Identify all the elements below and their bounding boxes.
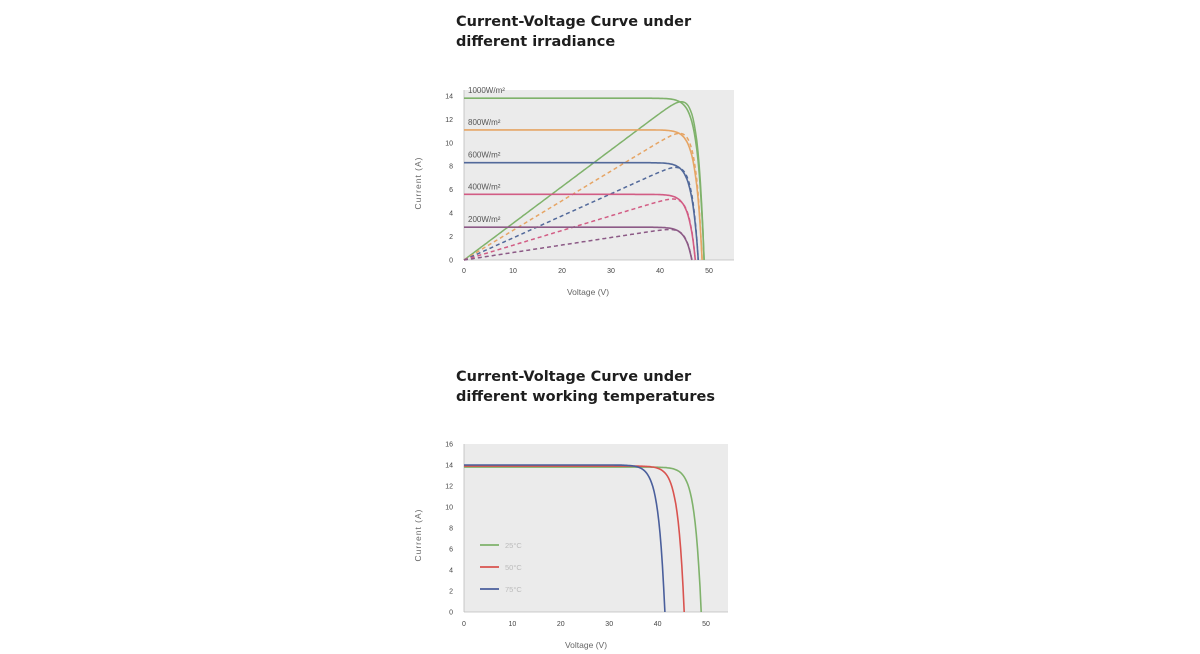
pv-curve-series (463, 228, 693, 261)
iv-curve-series (464, 226, 693, 261)
y-axis-label: Current (A) (413, 508, 423, 561)
chart-title-irradiance: Current-Voltage Curve under different ir… (456, 12, 691, 52)
legend-label: 25°C (505, 541, 522, 550)
chart-title-line: different working temperatures (456, 389, 715, 405)
plot-area (464, 90, 734, 260)
y-tick-label: 12 (445, 484, 453, 491)
chart-title-line: different irradiance (456, 34, 616, 50)
legend-label: 75°C (505, 585, 522, 594)
iv-curve-series (464, 161, 699, 261)
x-tick-label: 20 (557, 621, 565, 628)
y-tick-label: 6 (449, 547, 453, 554)
iv-curve-series (464, 464, 666, 613)
x-axis-label: Voltage (V) (565, 640, 607, 650)
x-tick-label: 40 (654, 621, 662, 628)
x-tick-label: 50 (705, 268, 713, 275)
pv-curve-series (463, 132, 703, 261)
x-axis-label: Voltage (V) (567, 287, 609, 297)
x-tick-label: 0 (462, 268, 466, 275)
x-tick-label: 20 (558, 268, 566, 275)
series-label: 1000W/m² (468, 86, 505, 95)
x-tick-label: 30 (605, 621, 613, 628)
series-label: 400W/m² (468, 182, 501, 191)
y-tick-label: 4 (449, 568, 453, 575)
y-tick-label: 2 (449, 234, 453, 241)
x-tick-label: 40 (656, 268, 664, 275)
iv-curve-series (464, 193, 697, 261)
chart-title-line: Current-Voltage Curve under (456, 14, 692, 30)
y-tick-label: 8 (449, 164, 453, 171)
y-tick-label: 2 (449, 589, 453, 596)
x-tick-label: 30 (607, 268, 615, 275)
iv-curve-series (464, 97, 705, 261)
x-tick-label: 50 (702, 621, 710, 628)
y-tick-label: 12 (445, 117, 453, 124)
series-label: 600W/m² (468, 151, 501, 160)
x-tick-label: 0 (462, 621, 466, 628)
y-tick-label: 10 (445, 505, 453, 512)
y-tick-label: 8 (449, 526, 453, 533)
series-label: 200W/m² (468, 215, 501, 224)
y-tick-label: 14 (445, 93, 453, 100)
legend-label: 50°C (505, 563, 522, 572)
pv-curve-series (463, 198, 697, 261)
chart-title-line: Current-Voltage Curve under (456, 369, 692, 385)
y-tick-label: 4 (449, 211, 453, 218)
iv-curve-series (463, 465, 685, 613)
y-tick-label: 14 (445, 463, 453, 470)
x-tick-label: 10 (509, 621, 517, 628)
y-tick-label: 0 (449, 610, 453, 617)
y-tick-label: 16 (445, 442, 453, 449)
chart-title-temperature: Current-Voltage Curve under different wo… (456, 367, 715, 407)
pv-curve-series (463, 100, 705, 261)
x-tick-label: 10 (509, 268, 517, 275)
pv-curve-series (463, 166, 699, 261)
series-label: 800W/m² (468, 118, 501, 127)
iv-curve-series (464, 129, 703, 261)
y-tick-label: 6 (449, 187, 453, 194)
y-axis-label: Current (A) (413, 156, 423, 209)
y-tick-label: 0 (449, 258, 453, 265)
y-tick-label: 10 (445, 140, 453, 147)
iv-curve-series (464, 466, 702, 613)
plot-area (464, 444, 728, 612)
